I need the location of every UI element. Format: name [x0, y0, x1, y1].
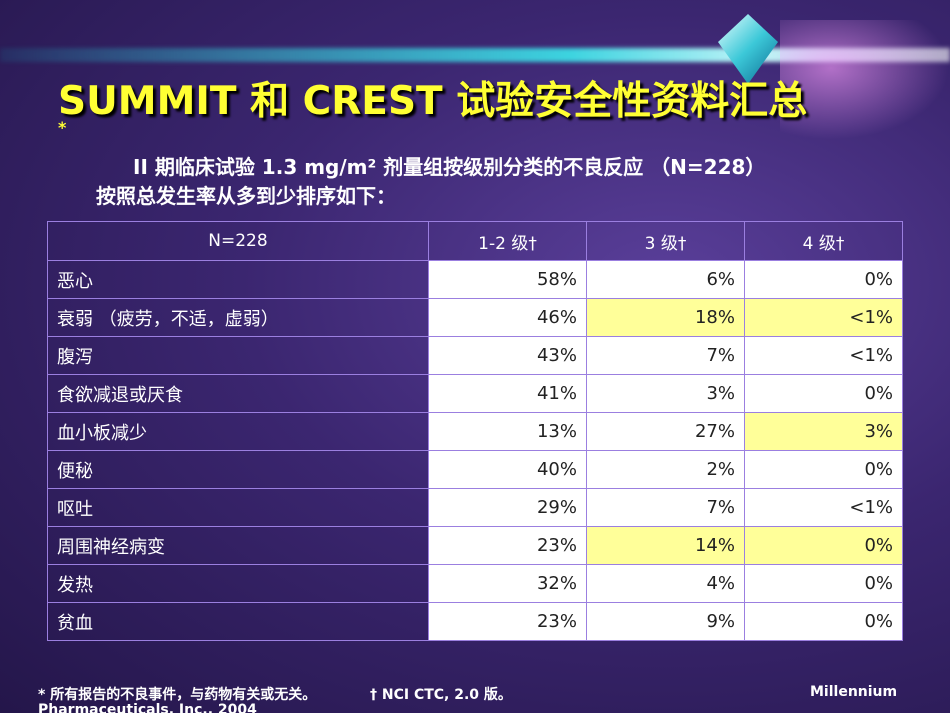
value-cell: 43% [428, 336, 587, 375]
row-label: 衰弱 （疲劳，不适，虚弱） [47, 298, 429, 337]
row-label: 食欲减退或厌食 [47, 374, 429, 413]
decor-band [0, 48, 950, 62]
value-cell: 7% [586, 336, 745, 375]
header-cell: 3 级† [586, 221, 745, 261]
table-row: 衰弱 （疲劳，不适，虚弱） 46% 18% <1% [47, 298, 903, 337]
header-cell: N=228 [47, 221, 429, 261]
subtitle: II 期临床试验 1.3 mg/m² 剂量组按级别分类的不良反应 （N=228） [133, 155, 766, 179]
value-cell: 13% [428, 412, 587, 451]
table-row: 血小板减少 13% 27% 3% [47, 412, 903, 451]
subtitle: 按照总发生率从多到少排序如下： [96, 184, 396, 208]
value-cell: <1% [744, 298, 903, 337]
table-row: 周围神经病变 23% 14% 0% [47, 526, 903, 565]
row-label: 周围神经病变 [47, 526, 429, 565]
value-cell: 18% [586, 298, 745, 337]
value-cell: 0% [744, 526, 903, 565]
value-cell: 6% [586, 260, 745, 299]
value-cell: 0% [744, 564, 903, 603]
table-row: 恶心 58% 6% 0% [47, 260, 903, 299]
value-cell: 27% [586, 412, 745, 451]
title: SUMMIT 和 CREST 试验安全性资料汇总 [58, 79, 808, 124]
value-cell: 7% [586, 488, 745, 527]
value-cell: 0% [744, 374, 903, 413]
table-row: 贫血 23% 9% 0% [47, 602, 903, 641]
value-cell: 2% [586, 450, 745, 489]
table-row: 腹泻 43% 7% <1% [47, 336, 903, 375]
row-label: 腹泻 [47, 336, 429, 375]
table-row: 发热 32% 4% 0% [47, 564, 903, 603]
header-cell: 4 级† [744, 221, 903, 261]
value-cell: 4% [586, 564, 745, 603]
table: N=228 1-2 级† 3 级† 4 级† 恶心 58% 6% 0% 衰弱 （疲劳，不适，虚弱… [47, 221, 903, 641]
value-cell: 3% [744, 412, 903, 451]
value-cell: 3% [586, 374, 745, 413]
row-label: 贫血 [47, 602, 429, 641]
row-label: 恶心 [47, 260, 429, 299]
footnote: * 所有报告的不良事件，与药物有关或无关。 [38, 687, 317, 703]
decor-glow [780, 20, 950, 140]
value-cell: 0% [744, 450, 903, 489]
value-cell: <1% [744, 336, 903, 375]
value-cell: <1% [744, 488, 903, 527]
value-cell: 58% [428, 260, 587, 299]
row-label: 血小板减少 [47, 412, 429, 451]
value-cell: 46% [428, 298, 587, 337]
table-row: 呕吐 29% 7% <1% [47, 488, 903, 527]
value-cell: 23% [428, 526, 587, 565]
footnote: † NCI CTC, 2.0 版。 [370, 687, 512, 703]
value-cell: 23% [428, 602, 587, 641]
header-cell: 1-2 级† [428, 221, 587, 261]
row-label: 发热 [47, 564, 429, 603]
credit: Millennium [810, 684, 898, 700]
value-cell: 0% [744, 602, 903, 641]
table-row: 食欲减退或厌食 41% 3% 0% [47, 374, 903, 413]
table-row: 便秘 40% 2% 0% [47, 450, 903, 489]
value-cell: 41% [428, 374, 587, 413]
value-cell: 9% [586, 602, 745, 641]
value-cell: 40% [428, 450, 587, 489]
value-cell: 29% [428, 488, 587, 527]
row-label: 便秘 [47, 450, 429, 489]
row-label: 呕吐 [47, 488, 429, 527]
value-cell: 14% [586, 526, 745, 565]
credit: Pharmaceuticals, Inc., 2004 [38, 702, 257, 713]
header-row: N=228 1-2 级† 3 级† 4 级† [47, 221, 903, 261]
value-cell: 0% [744, 260, 903, 299]
value-cell: 32% [428, 564, 587, 603]
title-note-mark: * [58, 118, 67, 137]
